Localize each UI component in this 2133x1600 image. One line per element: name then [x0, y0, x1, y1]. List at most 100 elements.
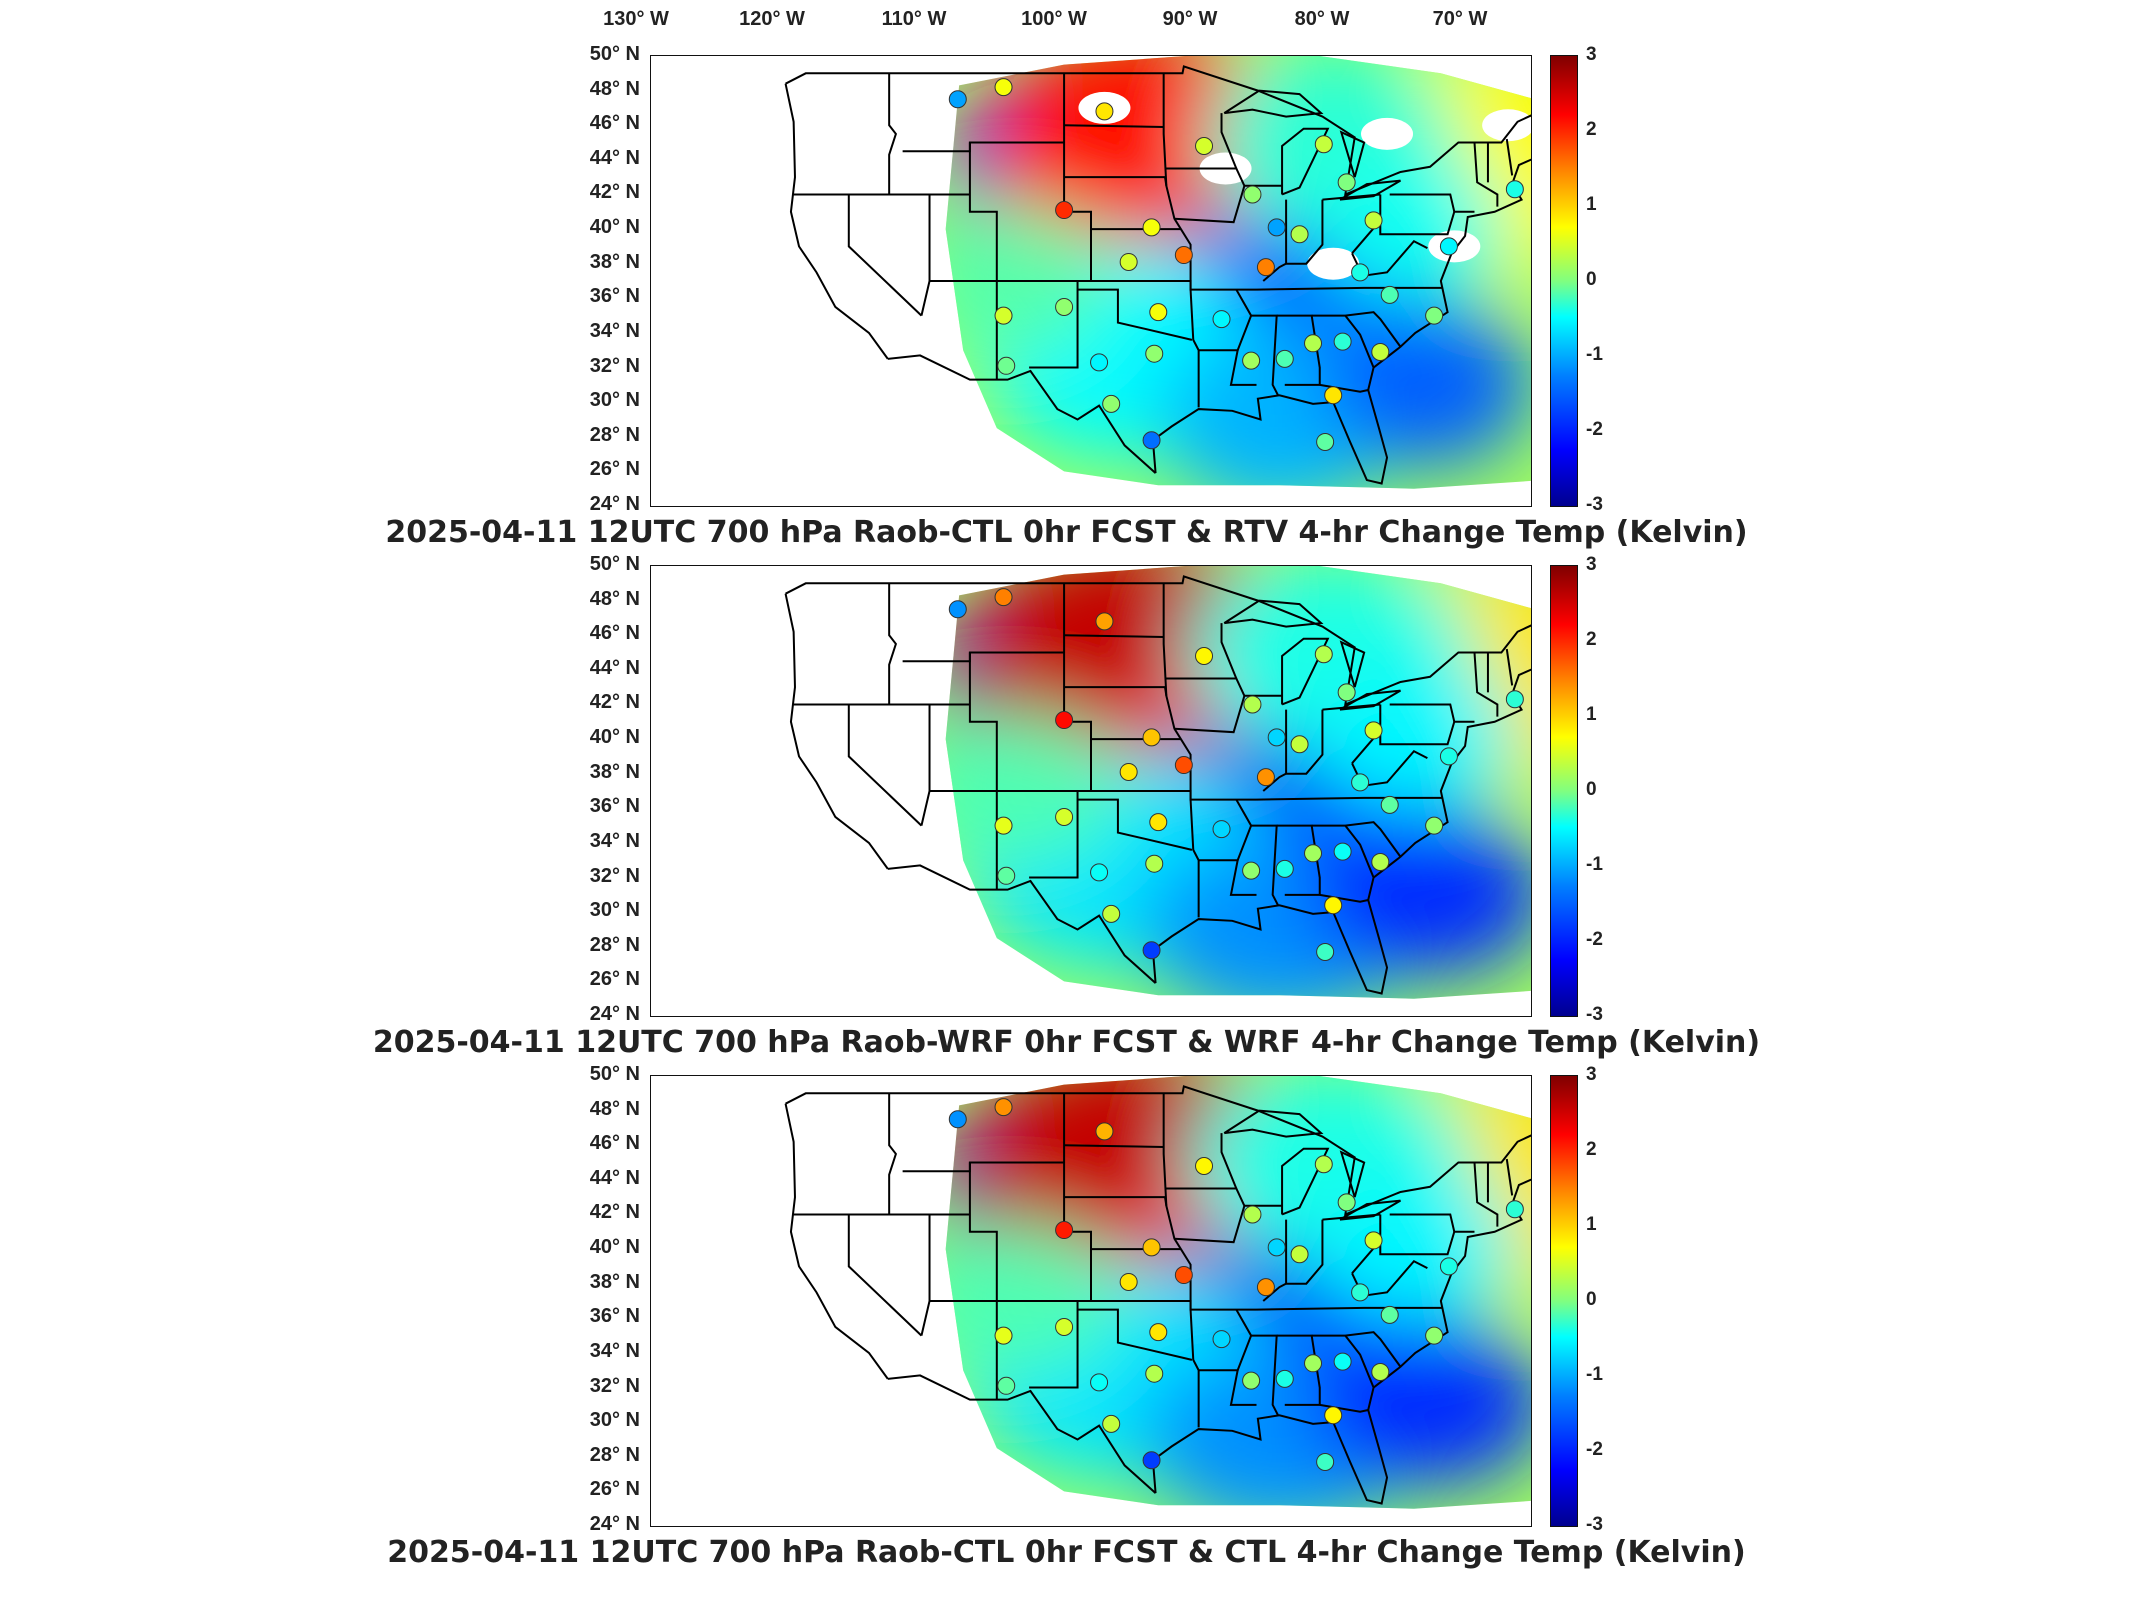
boundary-line [1322, 193, 1381, 201]
lat-label: 44° N [589, 656, 640, 679]
raob-station-marker [1380, 285, 1399, 304]
boundary-line [1256, 286, 1443, 291]
boundary-line [847, 704, 923, 827]
lat-label: 32° N [589, 864, 640, 887]
lat-label: 50° N [589, 1063, 640, 1085]
boundary-line [1251, 1334, 1279, 1416]
model-field-shading [945, 566, 1531, 999]
lat-label: 38° N [589, 250, 640, 273]
raob-station-marker [1055, 711, 1074, 730]
boundary-line [1505, 648, 1514, 686]
boundary-line [1256, 1306, 1443, 1311]
raob-station-marker [1439, 1257, 1458, 1276]
raob-station-marker [1333, 842, 1352, 861]
boundary-line [847, 194, 923, 317]
raob-station-marker [1380, 1305, 1399, 1324]
lat-label: 44° N [589, 1166, 640, 1189]
boundary-line [1151, 1409, 1389, 1505]
boundary-line [1505, 138, 1514, 176]
raob-station-marker [1195, 137, 1214, 155]
missing-data-patch [1482, 109, 1531, 142]
boundary-line [1286, 1219, 1324, 1285]
lat-label: 40° N [589, 216, 640, 239]
raob-station-marker [1505, 180, 1524, 199]
lat-label: 50° N [589, 553, 640, 575]
lon-label: 120° W [739, 8, 805, 30]
raob-station-marker [1142, 218, 1161, 237]
colorbar [1550, 55, 1578, 507]
colorbar-tick-label: -1 [1586, 344, 1603, 365]
lat-label: 32° N [589, 354, 640, 377]
boundary-line [1339, 689, 1401, 711]
raob-station-marker [1242, 351, 1261, 370]
boundary-line [1077, 1308, 1193, 1361]
boundary-line [1220, 113, 1238, 169]
boundary-line [887, 354, 1157, 474]
boundary-line [1251, 824, 1279, 906]
lat-label: 34° N [589, 1339, 640, 1362]
boundary-line [1276, 1334, 1321, 1406]
raob-station-marker [1212, 310, 1231, 329]
lat-label: 26° N [589, 968, 640, 991]
raob-station-marker [1425, 306, 1444, 325]
panel-title: 2025-04-11 12UTC 700 hPa Raob-CTL 0hr FC… [385, 515, 1748, 550]
boundary-line [1344, 1335, 1375, 1388]
lat-label: 26° N [589, 458, 640, 481]
boundary-line [1064, 634, 1164, 638]
raob-station-marker [1174, 756, 1193, 775]
lat-label: 34° N [589, 829, 640, 852]
raob-station-marker [1304, 334, 1323, 353]
colorbar-tick-label: 1 [1586, 194, 1597, 215]
raob-station-marker [1195, 647, 1214, 665]
raob-station-marker [1055, 1317, 1074, 1336]
raob-station-marker [1290, 225, 1309, 244]
boundary-line [920, 194, 931, 316]
lat-label: 36° N [589, 285, 640, 308]
colorbar-tick-label: -2 [1586, 1439, 1603, 1460]
boundary-line [784, 83, 889, 360]
boundary-line [920, 704, 931, 826]
raob-station-marker [1364, 1231, 1383, 1250]
raob-station-marker [1316, 942, 1335, 961]
raob-station-marker [1142, 431, 1161, 450]
boundary-line [887, 1374, 1157, 1494]
lat-label: 46° N [589, 622, 640, 645]
raob-station-marker [994, 816, 1013, 835]
raob-station-marker [1337, 173, 1356, 192]
colorbar-tick-label: -1 [1586, 1364, 1603, 1385]
boundary-line [785, 1085, 1531, 1217]
raob-station-marker [1174, 246, 1193, 265]
missing-data-patch [1307, 247, 1360, 280]
boundary-line [902, 651, 1065, 663]
boundary-line [1198, 349, 1257, 386]
raob-station-marker [994, 306, 1013, 325]
boundary-line [1389, 193, 1456, 212]
raob-station-marker [1095, 1122, 1114, 1141]
raob-station-marker [1275, 1369, 1294, 1388]
raob-station-marker [1304, 844, 1323, 863]
raob-station-marker [1149, 1323, 1168, 1342]
raob-station-marker [994, 1098, 1013, 1117]
raob-station-marker [1316, 1452, 1335, 1471]
boundary-line [1162, 73, 1200, 408]
lat-label: 30° N [589, 899, 640, 922]
raob-station-marker [1364, 721, 1383, 740]
lat-label: 24° N [589, 1513, 640, 1535]
field-blob [1322, 302, 1531, 468]
colorbar-tick-label: 3 [1586, 1064, 1597, 1085]
panel-title: 2025-04-11 12UTC 700 hPa Raob-WRF 0hr FC… [372, 1025, 1761, 1060]
boundary-line [1151, 899, 1389, 995]
boundary-line [785, 575, 1531, 707]
raob-station-marker [1256, 768, 1275, 787]
boundary-line [1322, 1213, 1381, 1221]
map-frame [650, 55, 1532, 507]
boundary-line [920, 1214, 931, 1336]
raob-station-marker [1212, 1330, 1231, 1349]
boundary-line [1311, 821, 1402, 858]
boundary-line [1311, 1331, 1402, 1368]
raob-station-marker [1242, 861, 1261, 880]
raob-station-marker [1055, 201, 1074, 220]
lon-label: 90° W [1162, 8, 1218, 30]
lat-label: 24° N [589, 1003, 640, 1025]
lat-label: 48° N [589, 1097, 640, 1120]
